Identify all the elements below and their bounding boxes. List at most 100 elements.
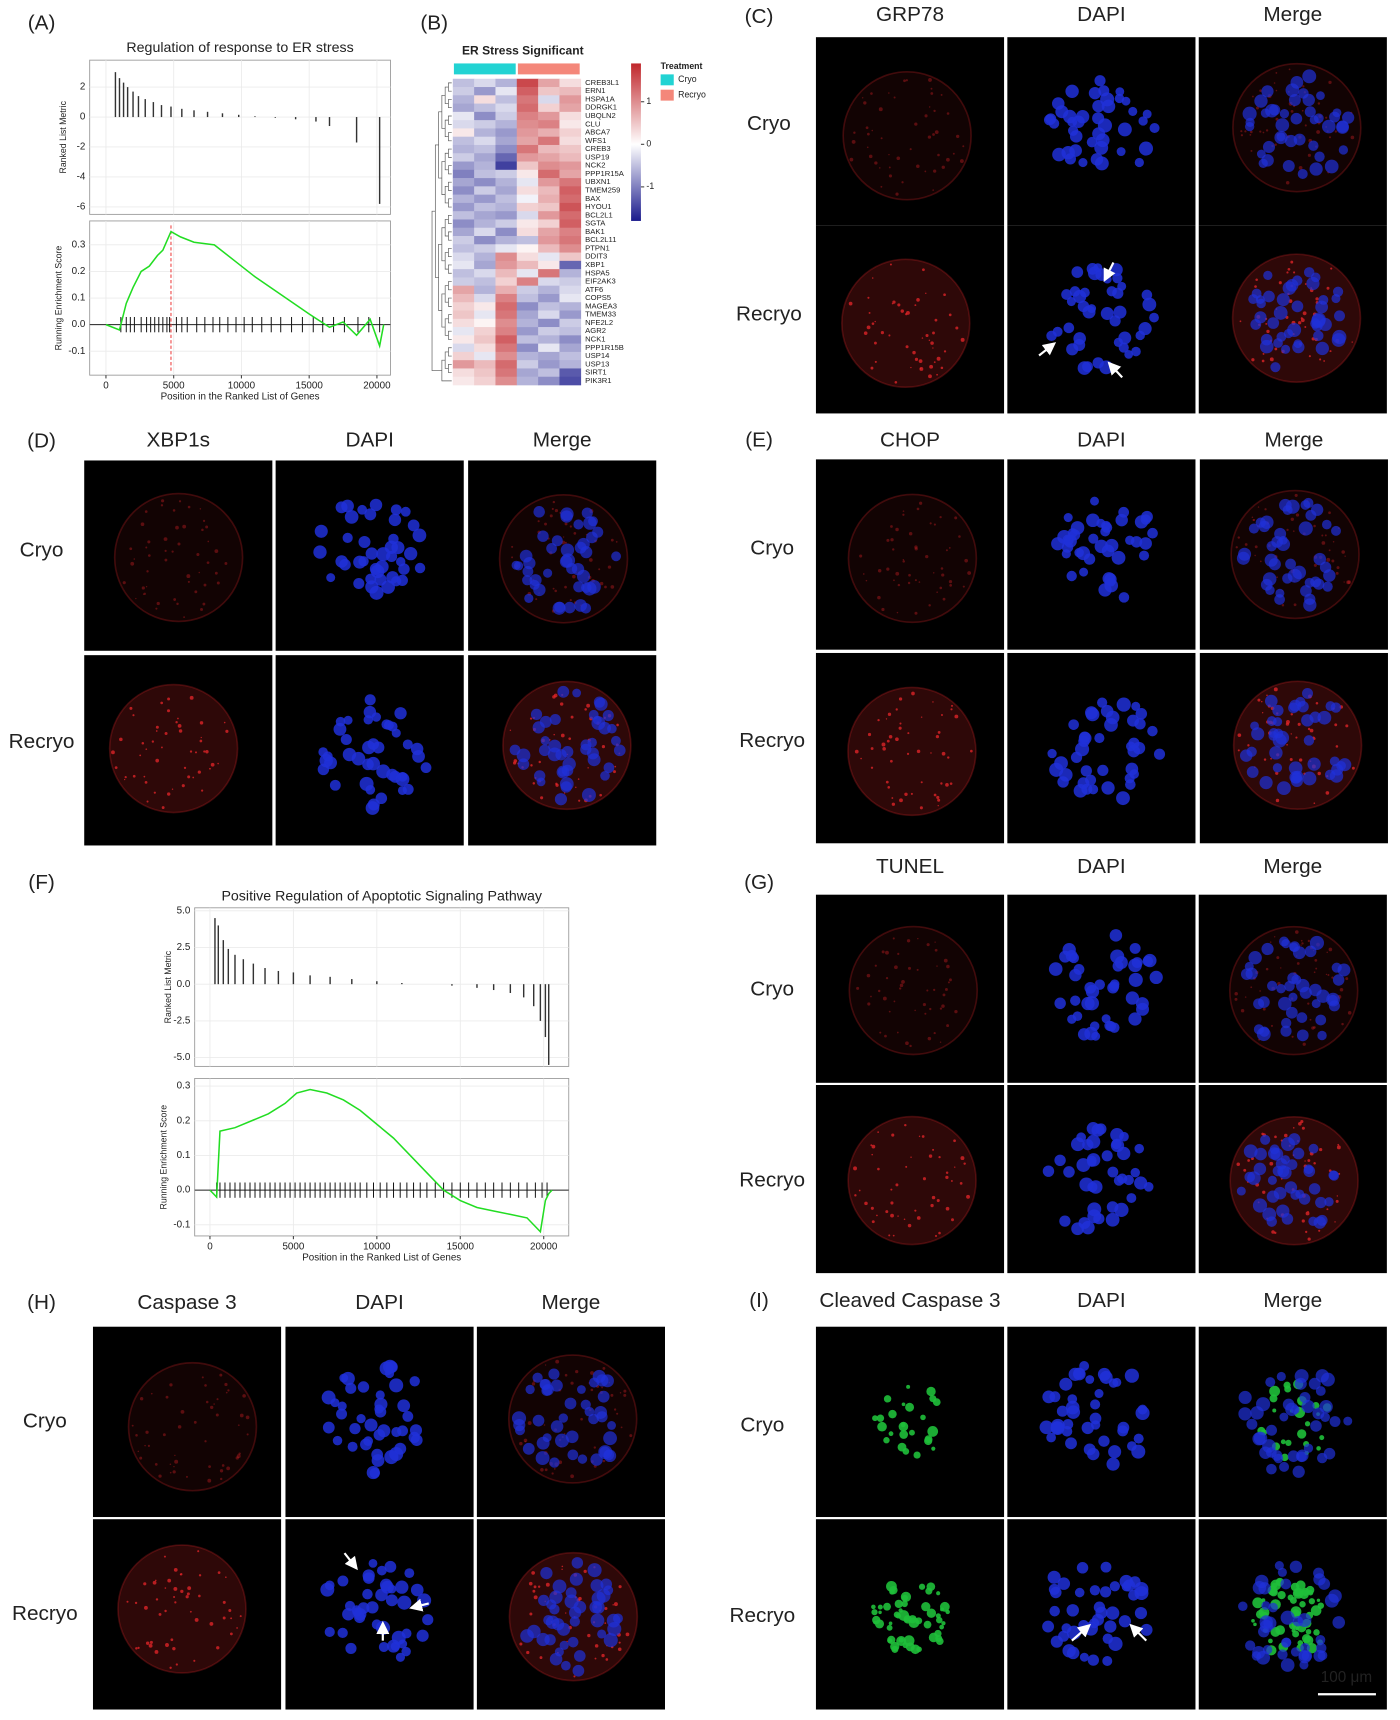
signal-speck (953, 1139, 956, 1143)
nucleus (1273, 306, 1288, 320)
nucleus (368, 1558, 378, 1568)
signal-speck (894, 1599, 903, 1609)
signal-speck (204, 1440, 207, 1443)
signal-speck (160, 504, 164, 507)
signal-speck (552, 500, 556, 504)
signal-speck (945, 783, 949, 787)
signal-speck (235, 1456, 239, 1460)
signal-speck (224, 562, 228, 565)
signal-speck (225, 1391, 228, 1394)
nucleus (1324, 1197, 1334, 1207)
nucleus (1331, 525, 1341, 536)
nucleus (1059, 1377, 1073, 1391)
nucleus (554, 601, 566, 613)
heatmap-cell (538, 211, 560, 220)
signal-speck (916, 298, 920, 302)
nucleus (540, 736, 550, 746)
nucleus (1112, 273, 1123, 284)
nucleus (1124, 773, 1135, 784)
signal-speck (1252, 95, 1254, 98)
signal-speck (1295, 736, 1298, 739)
signal-speck (575, 1369, 579, 1374)
signal-speck (570, 1474, 574, 1479)
signal-speck (886, 739, 890, 743)
signal-speck (1310, 1605, 1322, 1616)
row-label: BAX (585, 194, 600, 203)
micrograph (815, 1519, 1005, 1710)
row-label: MAGEA3 (585, 301, 617, 310)
heatmap-cell (516, 87, 539, 96)
nucleus (532, 1414, 545, 1427)
nucleus (398, 1639, 408, 1649)
signal-speck (1304, 1421, 1311, 1427)
signal-speck (903, 1218, 906, 1221)
signal-speck (180, 1589, 184, 1594)
heatmap-cell (559, 277, 582, 287)
heatmap-cell (516, 252, 539, 262)
y-tick-label: -4 (77, 172, 86, 183)
signal-speck (1300, 944, 1302, 946)
signal-speck (239, 1413, 244, 1418)
signal-speck (898, 1421, 909, 1432)
signal-speck (902, 558, 905, 561)
heatmap-cell (474, 120, 496, 129)
signal-speck (916, 164, 920, 168)
nucleus (561, 746, 574, 758)
signal-speck (607, 565, 612, 569)
micrograph (468, 460, 657, 651)
signal-speck (1235, 546, 1238, 549)
signal-speck (916, 749, 921, 754)
signal-speck (918, 359, 923, 363)
heatmap-cell (452, 302, 475, 311)
signal-speck (137, 1450, 140, 1453)
signal-speck (533, 1585, 537, 1589)
signal-speck (216, 1398, 219, 1401)
heatmap-cell (452, 376, 475, 386)
signal-speck (1236, 1162, 1241, 1167)
signal-speck (910, 366, 912, 369)
row-label: WFS1 (585, 136, 606, 145)
heatmap-cell (538, 285, 560, 295)
row-label: Recryo (12, 1602, 78, 1625)
signal-speck (189, 1610, 192, 1613)
nucleus (1243, 1144, 1258, 1159)
nucleus (536, 1632, 550, 1647)
nucleus (554, 793, 568, 806)
nucleus (1042, 1620, 1055, 1633)
heatmap-cell (495, 335, 518, 344)
row-label: DDIT3 (585, 252, 607, 261)
nucleus (351, 751, 366, 766)
nucleus (1328, 1170, 1339, 1181)
nucleus (596, 1588, 611, 1603)
signal-speck (883, 1602, 891, 1611)
nucleus (1260, 333, 1273, 346)
row-label: SGTA (585, 219, 606, 228)
signal-speck (553, 1468, 556, 1470)
signal-speck (1298, 165, 1303, 170)
signal-speck (880, 137, 883, 140)
heatmap-cell (474, 186, 496, 195)
signal-speck (242, 1394, 246, 1398)
signal-speck (1326, 557, 1331, 562)
signal-speck (172, 509, 176, 512)
signal-speck (147, 1444, 151, 1447)
heatmap-cell (474, 95, 496, 104)
signal-speck (854, 749, 859, 754)
signal-speck (950, 1180, 953, 1182)
signal-speck (919, 501, 923, 505)
signal-speck (538, 760, 541, 764)
dendrogram (431, 210, 442, 371)
row-label: EIF2AK3 (585, 277, 616, 286)
signal-speck (1237, 749, 1240, 752)
signal-speck (237, 1424, 240, 1427)
image-background (815, 652, 1005, 844)
heatmap-cell (516, 277, 539, 287)
nucleus (394, 707, 407, 720)
signal-speck (937, 798, 941, 802)
signal-speck (145, 586, 148, 588)
micrograph (1198, 37, 1387, 226)
x-tick-label: 10000 (363, 1241, 391, 1252)
signal-speck (904, 1123, 907, 1127)
nucleus (590, 1613, 605, 1628)
x-axis-label: Position in the Ranked List of Genes (161, 392, 320, 403)
